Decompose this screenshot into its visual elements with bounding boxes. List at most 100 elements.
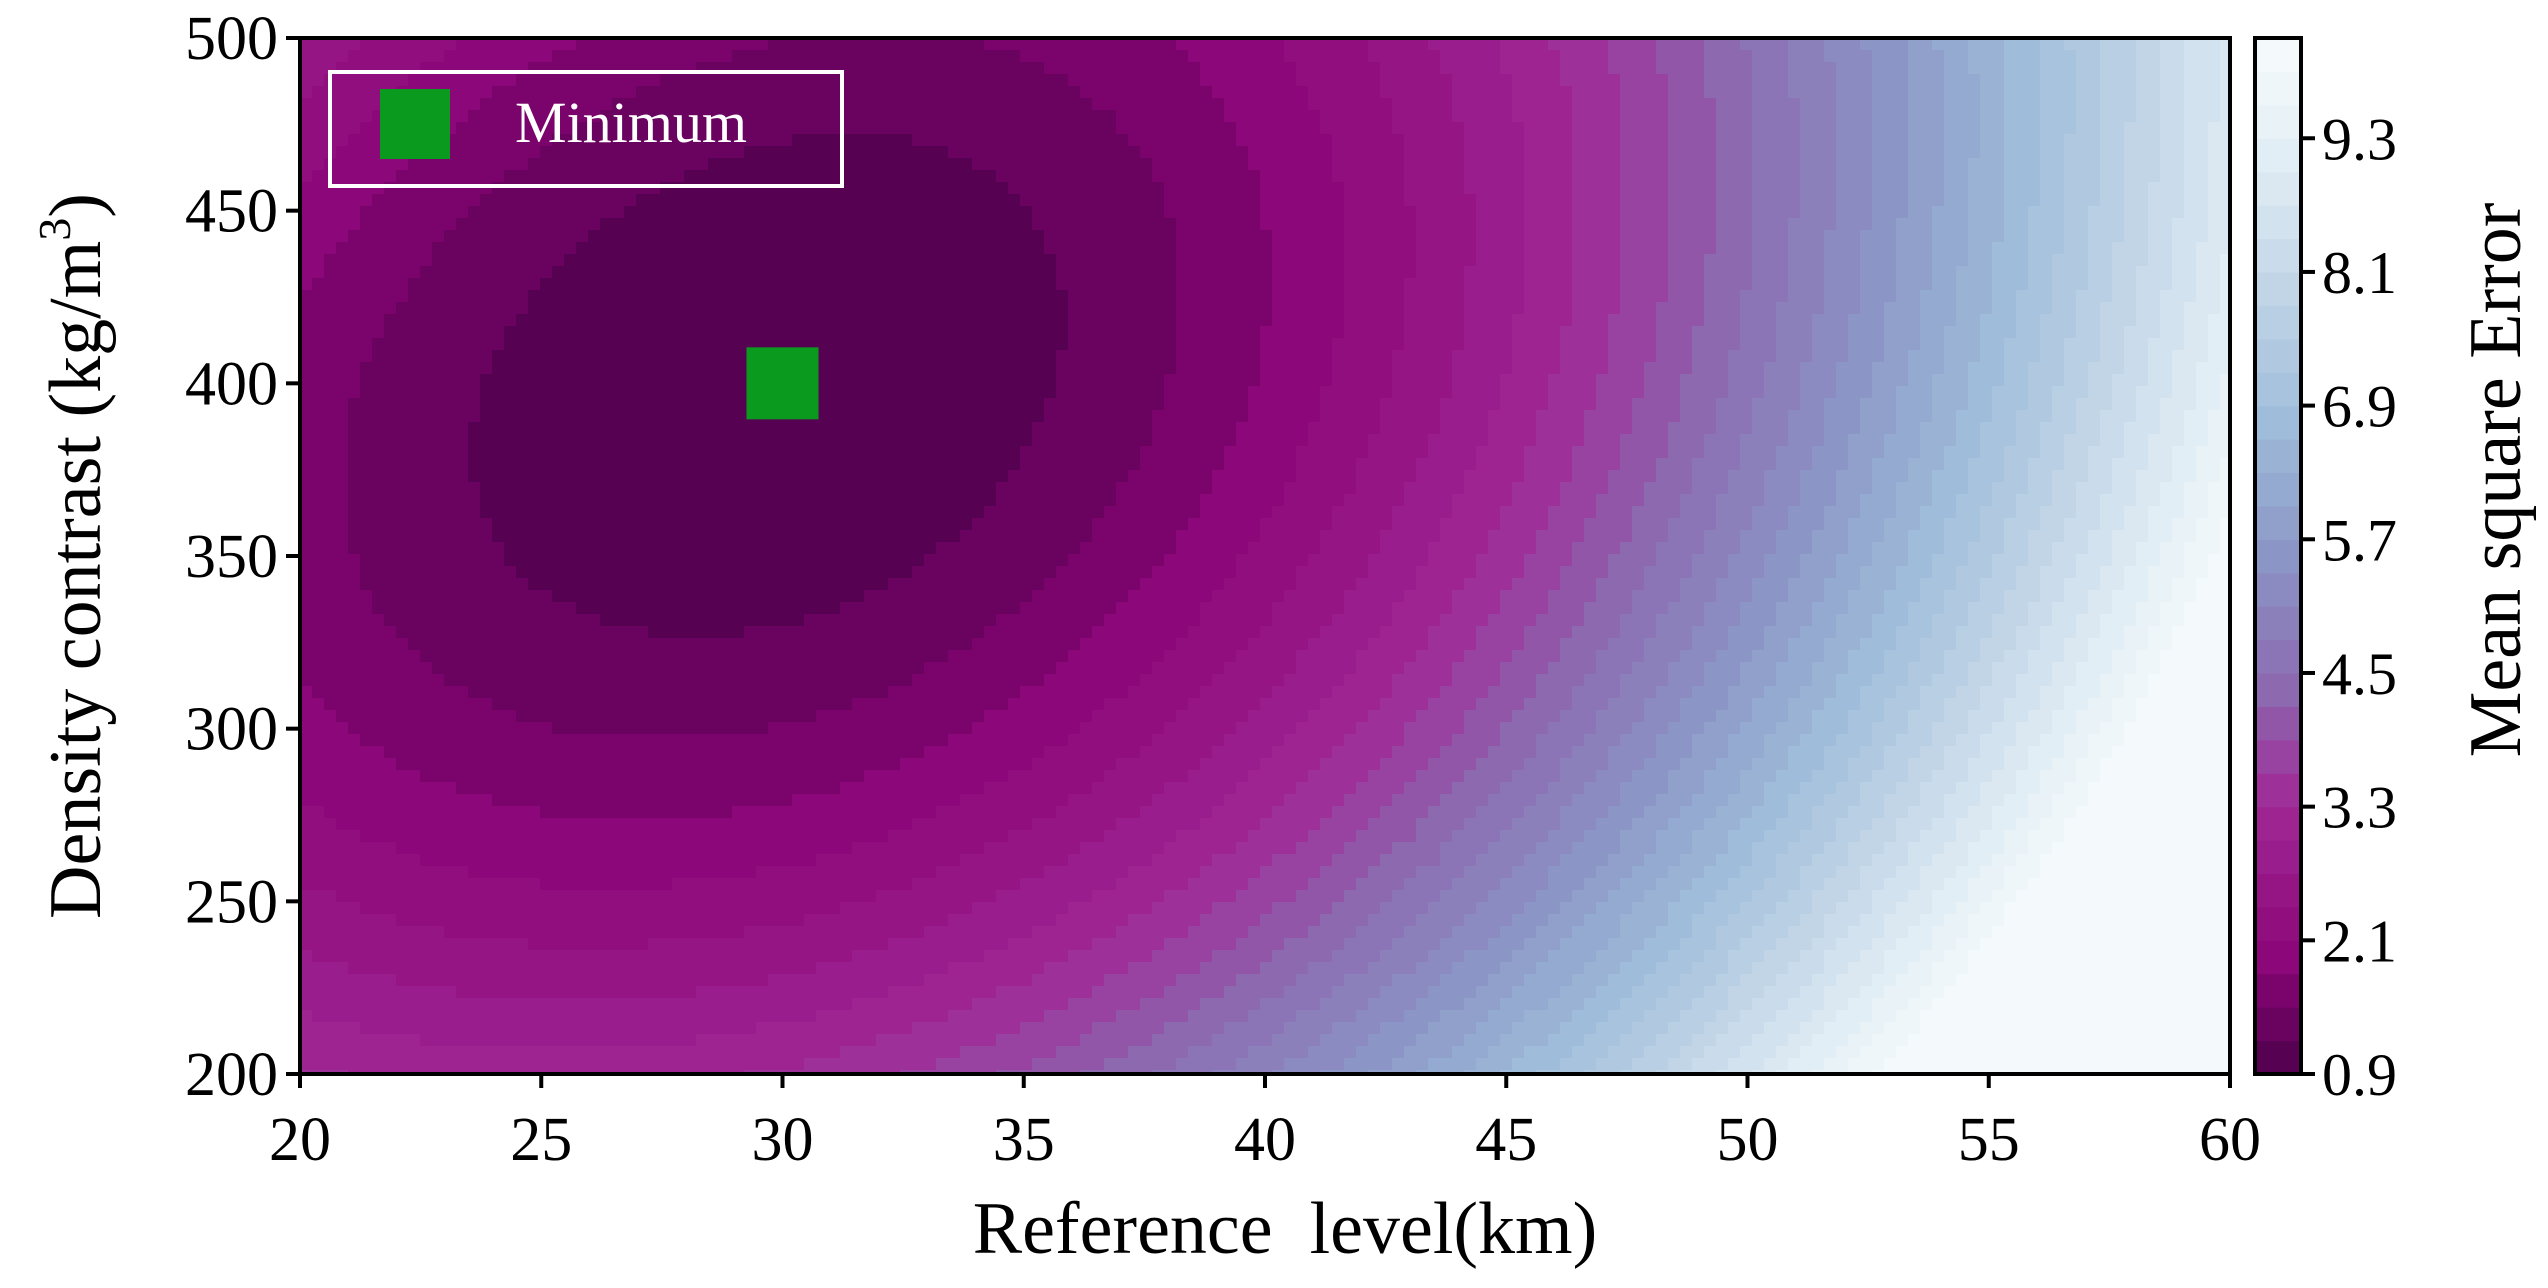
contour-cell: [828, 434, 841, 447]
contour-cell: [468, 734, 481, 747]
contour-cell: [948, 194, 961, 207]
contour-cell: [324, 950, 337, 963]
contour-cell: [504, 806, 517, 819]
contour-cell: [744, 278, 757, 291]
contour-cell: [492, 710, 505, 723]
contour-cell: [360, 614, 373, 627]
contour-cell: [864, 218, 877, 231]
contour-cell: [732, 986, 745, 999]
contour-cell: [648, 530, 661, 543]
contour-cell: [348, 542, 361, 555]
contour-cell: [852, 422, 865, 435]
contour-cell: [588, 674, 601, 687]
contour-cell: [852, 878, 865, 891]
contour-cell: [612, 122, 625, 135]
contour-cell: [984, 122, 997, 135]
contour-cell: [924, 170, 937, 183]
contour-cell: [408, 518, 421, 531]
contour-cell: [576, 830, 589, 843]
contour-cell: [300, 422, 313, 435]
contour-cell: [300, 242, 313, 255]
contour-cell: [636, 110, 649, 123]
contour-cell: [636, 314, 649, 327]
contour-cell: [708, 182, 721, 195]
contour-cell: [720, 1070, 733, 1074]
contour-cell: [732, 722, 745, 735]
contour-cell: [432, 686, 445, 699]
contour-cell: [948, 470, 961, 483]
contour-cell: [960, 542, 973, 555]
contour-cell: [912, 758, 925, 771]
contour-cell: [540, 602, 553, 615]
contour-cell: [732, 902, 745, 915]
contour-cell: [948, 158, 961, 171]
contour-cell: [348, 746, 361, 759]
contour-cell: [480, 926, 493, 939]
contour-cell: [924, 566, 937, 579]
contour-cell: [660, 566, 673, 579]
contour-cell: [576, 986, 589, 999]
contour-cell: [864, 554, 877, 567]
contour-cell: [888, 422, 901, 435]
contour-cell: [960, 902, 973, 915]
contour-cell: [360, 386, 373, 399]
contour-cell: [348, 794, 361, 807]
contour-cell: [936, 470, 949, 483]
contour-cell: [720, 266, 733, 279]
contour-cell: [456, 158, 469, 171]
contour-cell: [660, 986, 673, 999]
contour-cell: [420, 74, 433, 87]
contour-cell: [324, 902, 337, 915]
contour-cell: [456, 338, 469, 351]
contour-cell: [780, 626, 793, 639]
contour-cell: [672, 866, 685, 879]
contour-cell: [612, 842, 625, 855]
contour-cell: [720, 566, 733, 579]
contour-cell: [372, 374, 385, 387]
contour-cell: [336, 302, 349, 315]
contour-cell: [900, 734, 913, 747]
contour-cell: [720, 362, 733, 375]
contour-cell: [732, 86, 745, 99]
contour-cell: [780, 314, 793, 327]
contour-cell: [936, 86, 949, 99]
contour-cell: [828, 158, 841, 171]
contour-cell: [300, 278, 313, 291]
contour-cell: [540, 242, 553, 255]
contour-cell: [780, 794, 793, 807]
contour-cell: [348, 134, 361, 147]
contour-cell: [720, 1034, 733, 1047]
contour-cell: [816, 698, 829, 711]
contour-cell: [396, 494, 409, 507]
contour-cell: [420, 218, 433, 231]
contour-cell: [768, 974, 781, 987]
contour-cell: [420, 770, 433, 783]
contour-cell: [864, 266, 877, 279]
contour-cell: [384, 38, 397, 51]
contour-cell: [468, 938, 481, 951]
contour-cell: [900, 758, 913, 771]
contour-cell: [576, 290, 589, 303]
contour-cell: [384, 782, 397, 795]
contour-cell: [948, 842, 961, 855]
contour-cell: [780, 422, 793, 435]
contour-cell: [528, 110, 541, 123]
contour-cell: [312, 470, 325, 483]
contour-cell: [804, 158, 817, 171]
contour-cell: [924, 998, 937, 1011]
contour-cell: [828, 878, 841, 891]
contour-cell: [732, 938, 745, 951]
contour-cell: [636, 686, 649, 699]
contour-cell: [684, 38, 697, 51]
contour-cell: [336, 1058, 349, 1071]
contour-cell: [360, 482, 373, 495]
contour-cell: [420, 1046, 433, 1059]
contour-cell: [864, 674, 877, 687]
contour-cell: [972, 494, 985, 507]
contour-cell: [756, 302, 769, 315]
contour-cell: [360, 794, 373, 807]
contour-cell: [660, 650, 673, 663]
contour-cell: [924, 434, 937, 447]
contour-cell: [324, 998, 337, 1011]
contour-cell: [972, 398, 985, 411]
